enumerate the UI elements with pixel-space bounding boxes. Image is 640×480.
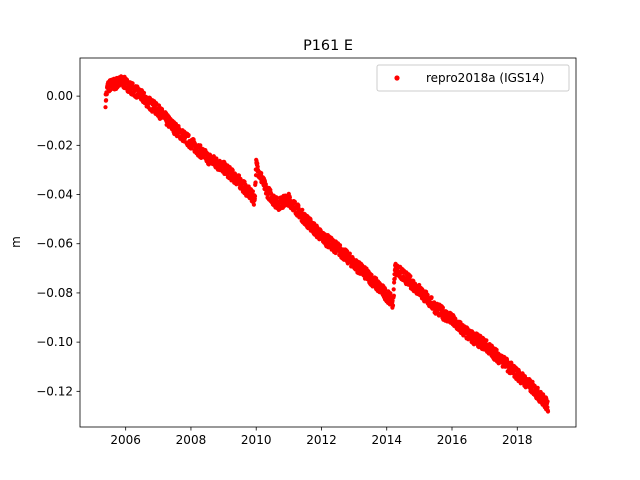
data-point: [408, 274, 413, 279]
x-tick-label: 2008: [176, 433, 207, 447]
data-point: [494, 347, 499, 352]
data-point: [252, 194, 258, 199]
data-point: [369, 272, 374, 277]
data-point: [545, 399, 550, 404]
y-axis-label: m: [9, 236, 23, 248]
y-tick-label: 0.00: [46, 89, 73, 103]
data-point: [251, 202, 256, 207]
data-point: [250, 189, 255, 194]
data-point: [230, 168, 235, 173]
data-point: [104, 98, 109, 103]
chart-title: P161 E: [303, 38, 353, 54]
data-point: [391, 287, 396, 292]
data-point: [255, 161, 260, 166]
x-tick-label: 2016: [437, 433, 468, 447]
data-points: [103, 74, 551, 414]
x-tick-label: 2006: [110, 433, 141, 447]
x-tick-label: 2010: [241, 433, 272, 447]
data-point: [300, 207, 305, 212]
data-point: [392, 276, 397, 281]
data-point: [141, 90, 147, 95]
data-point: [545, 409, 551, 414]
data-point: [429, 295, 434, 300]
legend: repro2018a (IGS14): [376, 64, 570, 92]
data-point: [232, 171, 237, 176]
data-point: [292, 199, 297, 204]
y-tick-label: −0.10: [36, 335, 73, 349]
data-point: [287, 195, 292, 200]
data-point: [253, 180, 258, 185]
data-point: [383, 287, 388, 292]
data-point: [390, 298, 395, 303]
data-point: [390, 303, 396, 308]
plot-frame: [79, 57, 577, 428]
y-tick-label: −0.04: [36, 188, 73, 202]
data-point: [392, 280, 397, 285]
x-tick-label: 2018: [502, 433, 533, 447]
data-point: [103, 105, 108, 110]
data-point: [388, 291, 393, 296]
x-tick-label: 2014: [371, 433, 402, 447]
data-point: [391, 293, 396, 298]
data-point: [214, 156, 219, 161]
y-tick-label: −0.06: [36, 237, 73, 251]
data-point: [425, 292, 430, 297]
legend-marker: [394, 75, 400, 81]
data-point: [255, 164, 260, 169]
x-tick-label: 2012: [306, 433, 337, 447]
y-tick-label: −0.02: [36, 138, 73, 152]
data-point: [274, 196, 279, 201]
data-point: [104, 92, 109, 97]
y-tick-label: −0.12: [36, 384, 73, 398]
axis-ticks: 2006 2008 2010 2012 2014 2016 2018 0.00 −0.02 −0.…: [36, 89, 532, 447]
data-point: [236, 173, 242, 178]
data-point: [198, 143, 203, 148]
data-point: [347, 251, 352, 256]
data-point: [545, 405, 550, 410]
legend-label: repro2018a (IGS14): [426, 71, 544, 85]
data-point: [130, 81, 135, 86]
data-point: [440, 305, 445, 310]
data-point: [484, 338, 489, 343]
data-point: [259, 171, 264, 176]
legend-box: [376, 64, 570, 92]
data-point: [535, 385, 540, 390]
data-point: [186, 133, 191, 138]
y-tick-label: −0.08: [36, 286, 73, 300]
